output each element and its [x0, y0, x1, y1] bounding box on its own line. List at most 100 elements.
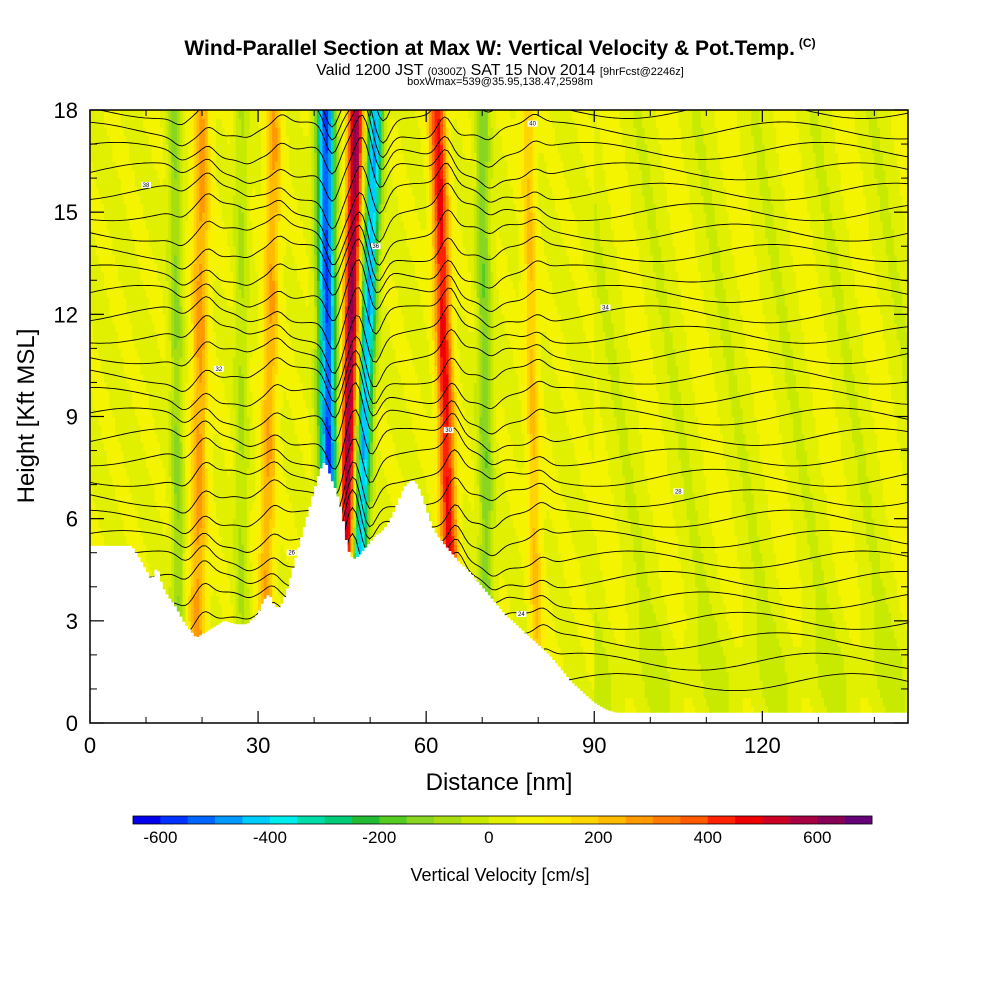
- velocity-cell: [168, 390, 175, 401]
- velocity-cell: [196, 339, 206, 349]
- velocity-cell: [358, 425, 363, 435]
- velocity-cell: [456, 356, 461, 367]
- velocity-cell: [448, 450, 452, 460]
- velocity-cell: [454, 433, 458, 443]
- velocity-cell: [487, 356, 492, 367]
- velocity-cell: [347, 493, 352, 503]
- velocity-cell: [272, 510, 276, 520]
- velocity-cell: [527, 390, 531, 401]
- velocity-cell: [339, 322, 343, 332]
- velocity-cell: [179, 459, 184, 469]
- velocity-cell: [442, 459, 450, 469]
- velocity-cell: [319, 407, 324, 418]
- velocity-cell: [798, 459, 808, 469]
- velocity-cell: [207, 612, 212, 622]
- velocity-cell: [185, 348, 189, 358]
- velocity-cell: [737, 382, 752, 392]
- velocity-cell: [504, 578, 525, 588]
- velocity-cell: [560, 390, 579, 401]
- velocity-cell: [182, 399, 186, 409]
- velocity-cell: [737, 450, 749, 460]
- velocity-cell: [190, 373, 195, 384]
- velocity-cell: [823, 484, 847, 494]
- velocity-cell: [230, 595, 237, 605]
- velocity-cell: [801, 612, 817, 622]
- velocity-cell: [168, 322, 172, 332]
- velocity-cell: [647, 697, 671, 707]
- velocity-cell: [378, 442, 396, 452]
- velocity-cell: [190, 535, 195, 545]
- velocity-cell: [260, 459, 265, 469]
- velocity-cell: [521, 561, 528, 571]
- velocity-cell: [823, 476, 847, 486]
- velocity-cell: [179, 382, 184, 392]
- velocity-cell: [336, 382, 340, 392]
- velocity-cell: [249, 603, 254, 613]
- velocity-cell: [826, 348, 842, 358]
- velocity-cell: [277, 356, 282, 367]
- velocity-cell: [274, 493, 279, 503]
- velocity-cell: [734, 637, 744, 647]
- velocity-cell: [627, 510, 640, 520]
- velocity-cell: [277, 390, 284, 401]
- velocity-cell: [574, 544, 598, 554]
- velocity-cell: [434, 510, 438, 520]
- velocity-cell: [431, 407, 436, 418]
- velocity-cell: [709, 510, 733, 520]
- velocity-cell: [650, 705, 671, 716]
- velocity-cell: [171, 484, 175, 494]
- velocity-cell: [263, 518, 270, 528]
- velocity-cell: [493, 561, 523, 571]
- velocity-cell: [846, 390, 859, 401]
- velocity-cell: [274, 348, 279, 358]
- velocity-cell: [490, 305, 494, 315]
- velocity-cell: [871, 578, 884, 588]
- velocity-cell: [174, 484, 181, 494]
- velocity-cell: [434, 314, 438, 324]
- velocity-cell: [865, 459, 881, 469]
- velocity-cell: [442, 433, 450, 443]
- velocity-cell: [171, 544, 175, 554]
- velocity-cell: [246, 561, 254, 571]
- velocity-cell: [773, 544, 797, 554]
- velocity-cell: [639, 637, 663, 647]
- velocity-cell: [188, 390, 195, 401]
- velocity-cell: [440, 484, 444, 494]
- velocity-cell: [190, 331, 195, 341]
- velocity-cell: [277, 501, 293, 511]
- velocity-cell: [372, 450, 377, 460]
- velocity-cell: [146, 552, 172, 562]
- velocity-cell: [258, 595, 262, 605]
- velocity-cell: [207, 373, 212, 384]
- velocity-cell: [720, 322, 730, 332]
- velocity-cell: [577, 552, 601, 562]
- velocity-cell: [339, 348, 343, 358]
- velocity-cell: [356, 365, 360, 375]
- velocity-cell: [190, 518, 195, 528]
- velocity-cell: [249, 544, 256, 554]
- velocity-cell: [697, 518, 713, 528]
- velocity-cell: [521, 356, 528, 367]
- velocity-cell: [367, 450, 371, 460]
- velocity-cell: [756, 654, 786, 664]
- velocity-cell: [280, 331, 290, 341]
- velocity-cell: [857, 390, 870, 401]
- velocity-cell: [171, 425, 175, 435]
- velocity-cell: [482, 314, 489, 324]
- velocity-cell: [594, 305, 601, 315]
- velocity-cell: [445, 484, 450, 494]
- velocity-cell: [538, 586, 542, 596]
- velocity-cell: [260, 365, 265, 375]
- velocity-cell: [263, 425, 268, 435]
- velocity-cell: [571, 365, 609, 375]
- velocity-cell: [269, 561, 273, 571]
- velocity-cell: [669, 322, 685, 332]
- velocity-cell: [356, 314, 360, 324]
- velocity-cell: [639, 646, 665, 656]
- velocity-cell: [412, 356, 430, 367]
- velocity-cell: [524, 305, 528, 315]
- velocity-cell: [546, 569, 565, 579]
- velocity-cell: [361, 450, 366, 460]
- velocity-cell: [185, 407, 189, 418]
- velocity-cell: [454, 501, 458, 511]
